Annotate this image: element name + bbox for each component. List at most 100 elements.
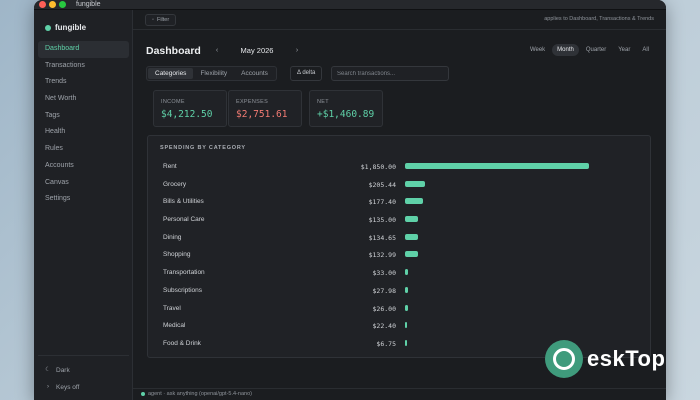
- category-bar: [405, 163, 589, 169]
- category-amount: $135.00: [368, 216, 396, 225]
- status-dot-icon: [141, 392, 145, 396]
- category-amount: $27.98: [372, 286, 396, 295]
- category-row[interactable]: Shopping $132.99: [148, 246, 652, 264]
- category-name: Subscriptions: [163, 286, 203, 294]
- filter-button[interactable]: ◦ Filter: [145, 14, 177, 26]
- theme-label: Dark: [56, 367, 70, 374]
- month-navigator: ‹ May 2026 ›: [213, 46, 301, 55]
- category-amount: $22.40: [372, 322, 396, 331]
- category-bar: [405, 216, 419, 223]
- category-row[interactable]: Bills & Utilities $177.40: [148, 193, 652, 211]
- category-name: Rent: [163, 163, 177, 170]
- close-window-button[interactable]: [39, 1, 46, 8]
- keys-label: Keys off: [56, 384, 80, 391]
- category-row[interactable]: Food & Drink $6.75: [148, 335, 652, 353]
- window-title: fungible: [76, 1, 101, 8]
- category-row[interactable]: Transportation $33.00: [148, 264, 652, 282]
- category-row[interactable]: Grocery $205.44: [148, 176, 652, 194]
- filter-icon: ◦: [152, 17, 154, 23]
- category-amount: $177.40: [368, 198, 396, 207]
- main-content: Dashboard ‹ May 2026 › Week Month Quarte…: [133, 30, 666, 388]
- income-value: $4,212.50: [161, 109, 213, 120]
- category-bar: [405, 286, 408, 293]
- maximize-window-button[interactable]: [59, 1, 66, 8]
- category-amount: $6.75: [376, 339, 396, 348]
- chevron-right-icon[interactable]: ›: [295, 47, 299, 54]
- sidebar-item-canvas[interactable]: Canvas: [45, 178, 69, 186]
- logo-dot-icon: [45, 24, 51, 31]
- expenses-value: $2,751.61: [236, 109, 288, 120]
- category-bar: [405, 251, 419, 258]
- watermark-text: eskTop: [587, 346, 666, 371]
- income-card: INCOME $4,212.50: [153, 90, 227, 127]
- filter-label: Filter: [156, 17, 170, 23]
- agent-prompt[interactable]: agent · ask anything (openai/gpt-5.4-nan…: [141, 391, 252, 397]
- sidebar-item-trends[interactable]: Trends: [45, 78, 67, 86]
- brand-name: fungible: [55, 23, 87, 32]
- title-bar: fungible: [34, 0, 666, 10]
- category-bar: [405, 322, 408, 329]
- sidebar-item-rules[interactable]: Rules: [45, 145, 63, 153]
- category-name: Food & Drink: [163, 339, 201, 347]
- chevron-left-icon[interactable]: ‹: [215, 47, 219, 54]
- top-bar: ◦ Filter applies to Dashboard, Transacti…: [133, 10, 666, 30]
- agent-text: agent · ask anything (openai/gpt-5.4-nan…: [148, 391, 252, 397]
- category-list: Rent $1,850.00 Grocery $205.44 Bills & U…: [148, 158, 652, 353]
- tab-categories[interactable]: Categories: [148, 68, 194, 79]
- app-window: fungible fungible Dashboard Transactions…: [34, 0, 666, 400]
- search-input[interactable]: [331, 66, 449, 81]
- category-row[interactable]: Medical $22.40: [148, 317, 652, 335]
- category-name: Medical: [163, 322, 186, 330]
- category-amount: $1,850.00: [360, 163, 396, 171]
- sidebar-item-accounts[interactable]: Accounts: [45, 161, 74, 169]
- sidebar-item-settings[interactable]: Settings: [45, 195, 71, 203]
- brand: fungible: [45, 23, 86, 32]
- keys-toggle[interactable]: › Keys off: [38, 379, 129, 396]
- keyboard-icon: ›: [47, 384, 49, 390]
- view-tabs: Categories Flexibility Accounts: [146, 66, 277, 81]
- category-name: Transportation: [163, 269, 205, 277]
- moon-icon: ☾: [45, 367, 51, 373]
- status-bar: agent · ask anything (openai/gpt-5.4-nan…: [133, 388, 666, 400]
- range-selector: Week Month Quarter Year All: [525, 44, 654, 56]
- category-amount: $33.00: [372, 269, 396, 278]
- expenses-label: EXPENSES: [236, 99, 269, 105]
- category-name: Travel: [163, 304, 181, 312]
- sidebar-item-net-worth[interactable]: Net Worth: [45, 95, 77, 103]
- sidebar: fungible Dashboard Transactions Trends N…: [34, 10, 133, 400]
- category-name: Grocery: [163, 180, 187, 188]
- delta-button[interactable]: Δ delta: [290, 66, 323, 81]
- category-bar: [405, 269, 409, 276]
- range-all[interactable]: All: [642, 47, 649, 53]
- category-row[interactable]: Dining $134.65: [148, 229, 652, 247]
- sidebar-item-tags[interactable]: Tags: [45, 111, 60, 119]
- panel-title: SPENDING BY CATEGORY: [160, 145, 246, 151]
- income-label: INCOME: [161, 99, 185, 105]
- sidebar-item-dashboard[interactable]: Dashboard: [38, 41, 129, 58]
- category-amount: $205.44: [368, 180, 396, 189]
- expenses-card: EXPENSES $2,751.61: [228, 90, 302, 127]
- tab-accounts[interactable]: Accounts: [241, 70, 268, 77]
- category-amount: $134.65: [368, 233, 396, 242]
- sidebar-item-health[interactable]: Health: [45, 128, 66, 136]
- range-year[interactable]: Year: [618, 47, 631, 53]
- minimize-window-button[interactable]: [49, 1, 56, 8]
- spending-by-category-panel: SPENDING BY CATEGORY Rent $1,850.00 Groc…: [147, 135, 651, 358]
- category-amount: $132.99: [368, 251, 396, 260]
- theme-toggle[interactable]: ☾ Dark: [38, 362, 129, 379]
- category-name: Dining: [163, 233, 182, 241]
- range-quarter[interactable]: Quarter: [585, 47, 607, 53]
- watermark-logo-icon: [545, 340, 583, 378]
- tab-flexibility[interactable]: Flexibility: [200, 70, 228, 77]
- range-week[interactable]: Week: [529, 47, 546, 53]
- category-name: Bills & Utilities: [163, 198, 204, 206]
- category-name: Shopping: [163, 251, 191, 259]
- range-month[interactable]: Month: [552, 44, 579, 56]
- watermark: eskTop: [545, 340, 665, 378]
- category-row[interactable]: Subscriptions $27.98: [148, 282, 652, 300]
- category-row[interactable]: Rent $1,850.00: [148, 158, 652, 176]
- category-name: Personal Care: [163, 216, 205, 224]
- category-row[interactable]: Travel $26.00: [148, 300, 652, 318]
- category-row[interactable]: Personal Care $135.00: [148, 211, 652, 229]
- sidebar-item-transactions[interactable]: Transactions: [45, 61, 85, 69]
